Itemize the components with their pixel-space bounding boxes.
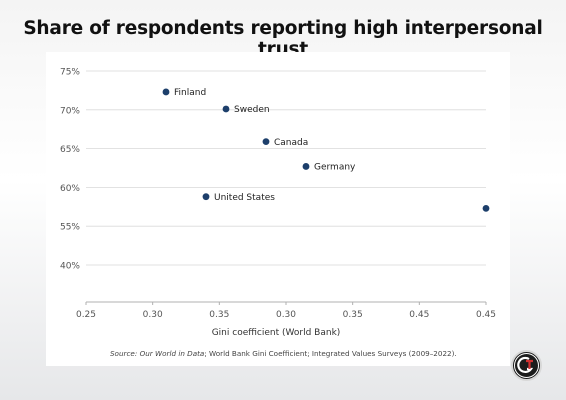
data-point [162, 88, 170, 96]
y-tick-label: 65% [60, 145, 80, 155]
point-label: United States [214, 193, 275, 203]
y-tick-label: 70% [60, 106, 80, 116]
y-tick-label: 40% [60, 262, 80, 272]
chart-card: 75% 70% 65% 60% 55% 40% 0.25 0.30 0.35 0.30 0.35 0.… [46, 52, 510, 366]
y-tick-label: 55% [60, 223, 80, 233]
x-tick-label: 0.30 [276, 310, 296, 320]
gt-logo-mark [514, 353, 539, 378]
point-label: Finland [174, 88, 206, 98]
data-point [262, 138, 270, 146]
source-note: Source: Our World in Data; World Bank Gi… [110, 349, 457, 358]
point-label: Canada [274, 138, 308, 148]
x-tick-label: 0.30 [143, 310, 163, 320]
source-italic: Our World in Data [139, 349, 205, 358]
scatter-chart: 75% 70% 65% 60% 55% 40% 0.25 0.30 0.35 0.30 0.35 0.… [60, 68, 496, 339]
x-tick-label: 0.25 [76, 310, 96, 320]
source-label: Source: [110, 349, 138, 358]
source-rest: ; World Bank Gini Coefficient; Integrate… [204, 349, 457, 358]
data-point [222, 105, 230, 113]
x-axis-label: Gini coefficient (World Bank) [212, 328, 341, 338]
x-tick-label: 0.45 [409, 310, 429, 320]
y-tick-label: 60% [60, 184, 80, 194]
point-label: Germany [314, 163, 356, 173]
data-point [482, 204, 490, 212]
y-tick-label: 75% [60, 68, 80, 78]
x-tick-label: 0.35 [343, 310, 363, 320]
data-point [202, 193, 210, 201]
point-label: Sweden [234, 105, 270, 115]
data-point [302, 163, 310, 170]
gt-logo-icon [511, 350, 542, 381]
x-tick-label: 0.35 [209, 310, 229, 320]
x-tick-label: 0.45 [476, 310, 496, 320]
